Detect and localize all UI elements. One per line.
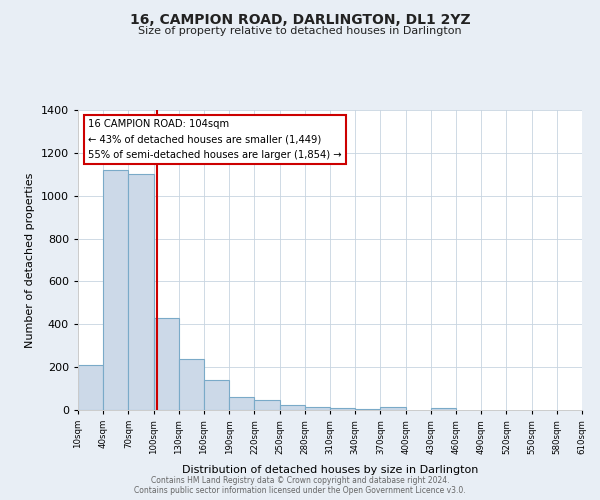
Bar: [78, 365, 103, 410]
Bar: [154, 318, 179, 410]
Bar: [254, 400, 280, 410]
Bar: [179, 358, 204, 410]
Bar: [103, 170, 128, 410]
Bar: [380, 408, 406, 410]
Y-axis label: Number of detached properties: Number of detached properties: [25, 172, 35, 348]
Text: 16 CAMPION ROAD: 104sqm
← 43% of detached houses are smaller (1,449)
55% of semi: 16 CAMPION ROAD: 104sqm ← 43% of detache…: [88, 119, 342, 160]
Bar: [330, 408, 355, 410]
Bar: [229, 397, 254, 410]
X-axis label: Distribution of detached houses by size in Darlington: Distribution of detached houses by size …: [182, 465, 478, 475]
Bar: [305, 407, 330, 410]
Bar: [431, 408, 456, 410]
Bar: [355, 409, 380, 410]
Text: Contains HM Land Registry data © Crown copyright and database right 2024.: Contains HM Land Registry data © Crown c…: [151, 476, 449, 485]
Bar: [280, 404, 305, 410]
Bar: [204, 380, 229, 410]
Text: Contains public sector information licensed under the Open Government Licence v3: Contains public sector information licen…: [134, 486, 466, 495]
Text: Size of property relative to detached houses in Darlington: Size of property relative to detached ho…: [138, 26, 462, 36]
Bar: [128, 174, 154, 410]
Text: 16, CAMPION ROAD, DARLINGTON, DL1 2YZ: 16, CAMPION ROAD, DARLINGTON, DL1 2YZ: [130, 12, 470, 26]
